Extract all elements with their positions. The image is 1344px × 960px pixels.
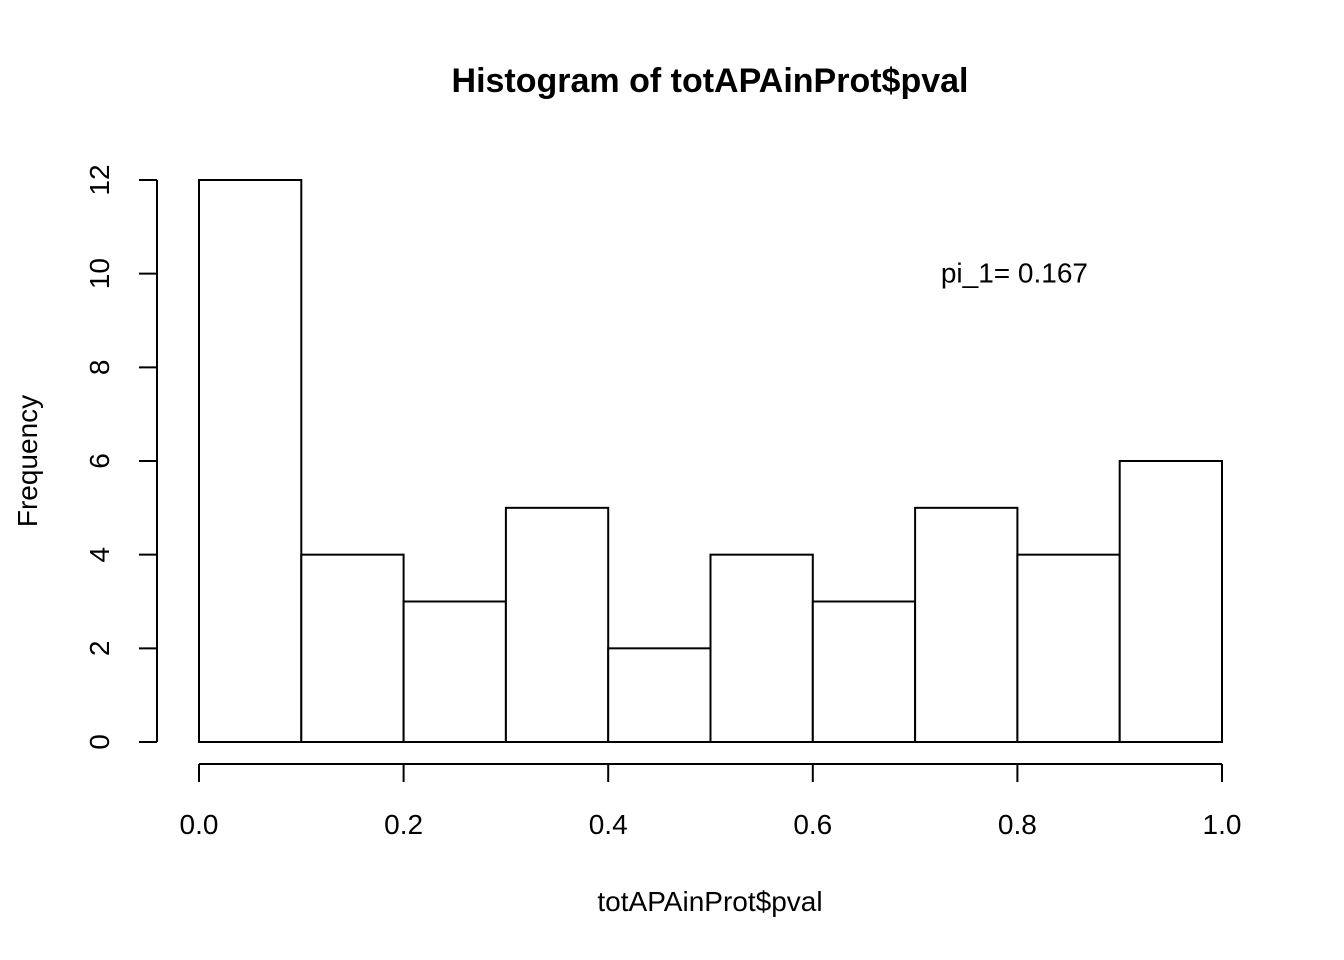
annotations: pi_1= 0.167 — [941, 258, 1088, 289]
histogram-bar-5 — [607, 647, 712, 743]
histogram-bars — [198, 179, 1223, 744]
y-tick-label: 0 — [84, 734, 115, 750]
y-tick-label: 12 — [84, 164, 115, 195]
histogram-bar-8 — [914, 506, 1019, 744]
x-tick-label: 1.0 — [1203, 809, 1242, 840]
y-tick-label: 6 — [84, 453, 115, 469]
x-axis-label: totAPAinProt$pval — [597, 886, 822, 917]
y-tick-label: 2 — [84, 641, 115, 657]
chart-title: Histogram of totAPAinProt$pval — [452, 62, 969, 100]
histogram-bar-10 — [1118, 460, 1223, 743]
y-axis-label: Frequency — [12, 395, 43, 527]
histogram-bar-7 — [811, 600, 917, 743]
pi-annotation: pi_1= 0.167 — [941, 258, 1088, 289]
y-tick-label: 8 — [84, 360, 115, 376]
histogram-bar-9 — [1016, 553, 1121, 744]
y-tick-label: 10 — [84, 258, 115, 289]
x-tick-label: 0.6 — [793, 809, 832, 840]
histogram-bar-2 — [300, 553, 405, 744]
y-tick-label: 4 — [84, 547, 115, 563]
x-axis: 0.0 0.2 0.4 0.6 0.8 1.0 — [180, 763, 1242, 840]
x-tick-label: 0.4 — [589, 809, 628, 840]
x-tick-label: 0.0 — [180, 809, 219, 840]
histogram-bar-3 — [402, 600, 507, 743]
histogram-bar-6 — [709, 553, 814, 744]
histogram-bar-4 — [504, 506, 610, 744]
x-tick-label: 0.8 — [998, 809, 1037, 840]
histogram-bar-1 — [198, 179, 303, 743]
x-tick-label: 0.2 — [384, 809, 423, 840]
y-axis: 0 2 4 6 8 10 12 — [84, 164, 158, 750]
